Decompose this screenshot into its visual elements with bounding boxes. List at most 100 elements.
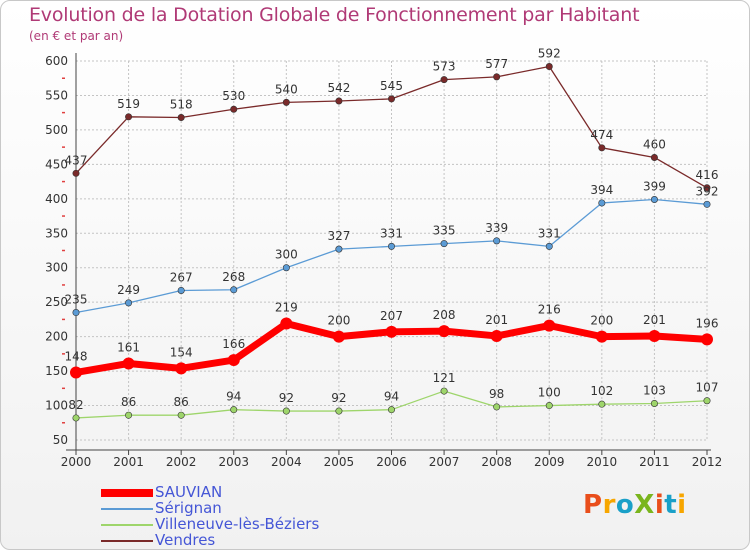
data-label: 100: [538, 386, 561, 400]
data-point: [598, 144, 606, 152]
data-point: [598, 199, 606, 207]
data-label: 300: [275, 248, 298, 262]
y-tick-label: 50: [53, 433, 68, 447]
y-tick-label: 250: [45, 295, 68, 309]
data-label: 518: [170, 98, 193, 112]
data-point: [282, 407, 290, 415]
data-label: 219: [275, 301, 298, 315]
y-tick-label: 550: [45, 88, 68, 102]
logo-letter: o: [615, 490, 635, 520]
data-point: [177, 286, 185, 294]
data-label: 208: [433, 308, 456, 322]
data-label: 249: [117, 283, 140, 297]
data-label: 335: [433, 224, 456, 238]
logo-letter: P: [583, 490, 603, 520]
data-point: [72, 169, 80, 177]
data-point: [598, 400, 606, 408]
y-tick-label: 350: [45, 226, 68, 240]
data-point: [125, 411, 133, 419]
x-tick-label: 2009: [534, 455, 565, 469]
data-point: [545, 63, 553, 71]
series-line-Sérignan: [75, 198, 708, 314]
data-point: [650, 399, 658, 407]
data-label: 268: [222, 270, 245, 284]
data-label: 207: [380, 309, 403, 323]
data-point: [703, 397, 711, 405]
y-tick-label: 500: [45, 123, 68, 137]
chart-subtitle: (en € et par an): [29, 29, 124, 43]
data-point: [335, 97, 343, 105]
data-label: 474: [590, 128, 613, 142]
data-point: [648, 329, 661, 342]
data-point: [282, 264, 290, 272]
legend-swatch-villeneuve: [101, 524, 153, 526]
data-point: [177, 114, 185, 122]
legend-label-sauvian: SAUVIAN: [155, 483, 223, 501]
data-point: [493, 403, 501, 411]
data-point: [595, 330, 608, 343]
data-point: [493, 73, 501, 81]
data-label: 201: [643, 313, 666, 327]
x-tick-label: 2008: [481, 455, 512, 469]
data-label: 148: [65, 349, 88, 363]
data-label: 267: [170, 270, 193, 284]
x-tick-label: 2005: [324, 455, 355, 469]
legend-swatch-vendres: [101, 540, 153, 542]
x-tick-label: 2002: [166, 455, 197, 469]
data-label: 92: [279, 391, 294, 405]
data-label: 235: [65, 293, 88, 307]
data-point: [438, 325, 451, 338]
data-label: 82: [68, 398, 83, 412]
data-label: 94: [226, 390, 241, 404]
data-label: 196: [696, 316, 719, 330]
y-tick-label: 600: [45, 54, 68, 68]
x-tick-label: 2012: [692, 455, 723, 469]
legend-label-vendres: Vendres: [155, 531, 216, 549]
data-label: 98: [489, 387, 504, 401]
chart-title: Evolution de la Dotation Globale de Fonc…: [29, 4, 640, 26]
data-point: [230, 406, 238, 414]
x-tick-label: 2003: [218, 455, 249, 469]
proxiti-logo: ProXiti: [583, 490, 687, 520]
y-tick-label: 100: [45, 399, 68, 413]
data-point: [175, 362, 188, 375]
data-label: 86: [121, 395, 136, 409]
data-point: [227, 354, 240, 367]
data-label: 542: [327, 81, 350, 95]
data-point: [72, 414, 80, 422]
data-label: 437: [65, 153, 88, 167]
y-tick-label: 400: [45, 192, 68, 206]
x-tick-label: 2007: [429, 455, 460, 469]
legend-swatch-sauvian: [101, 489, 153, 497]
data-label: 216: [538, 303, 561, 317]
legend-label-villeneuve: Villeneuve-lès-Béziers: [155, 515, 320, 533]
data-label: 200: [327, 314, 350, 328]
data-point: [387, 95, 395, 103]
y-tick-label: 150: [45, 364, 68, 378]
data-label: 154: [170, 345, 193, 359]
y-tick-label: 300: [45, 261, 68, 275]
data-point: [490, 329, 503, 342]
data-point: [387, 406, 395, 414]
x-tick-label: 2004: [271, 455, 302, 469]
data-point: [545, 242, 553, 250]
data-label: 540: [275, 82, 298, 96]
data-point: [440, 387, 448, 395]
data-point: [385, 325, 398, 338]
data-label: 399: [643, 180, 666, 194]
logo-letter: i: [677, 490, 687, 520]
data-label: 460: [643, 137, 666, 151]
data-label: 201: [485, 313, 508, 327]
data-point: [703, 200, 711, 208]
data-point: [125, 113, 133, 121]
data-point: [650, 153, 658, 161]
x-tick-label: 2011: [639, 455, 670, 469]
data-label: 103: [643, 383, 666, 397]
data-point: [280, 317, 293, 330]
legend-label-serignan: Sérignan: [155, 499, 222, 517]
data-point: [543, 319, 556, 332]
data-label: 577: [485, 57, 508, 71]
data-point: [230, 105, 238, 113]
data-label: 519: [117, 97, 140, 111]
